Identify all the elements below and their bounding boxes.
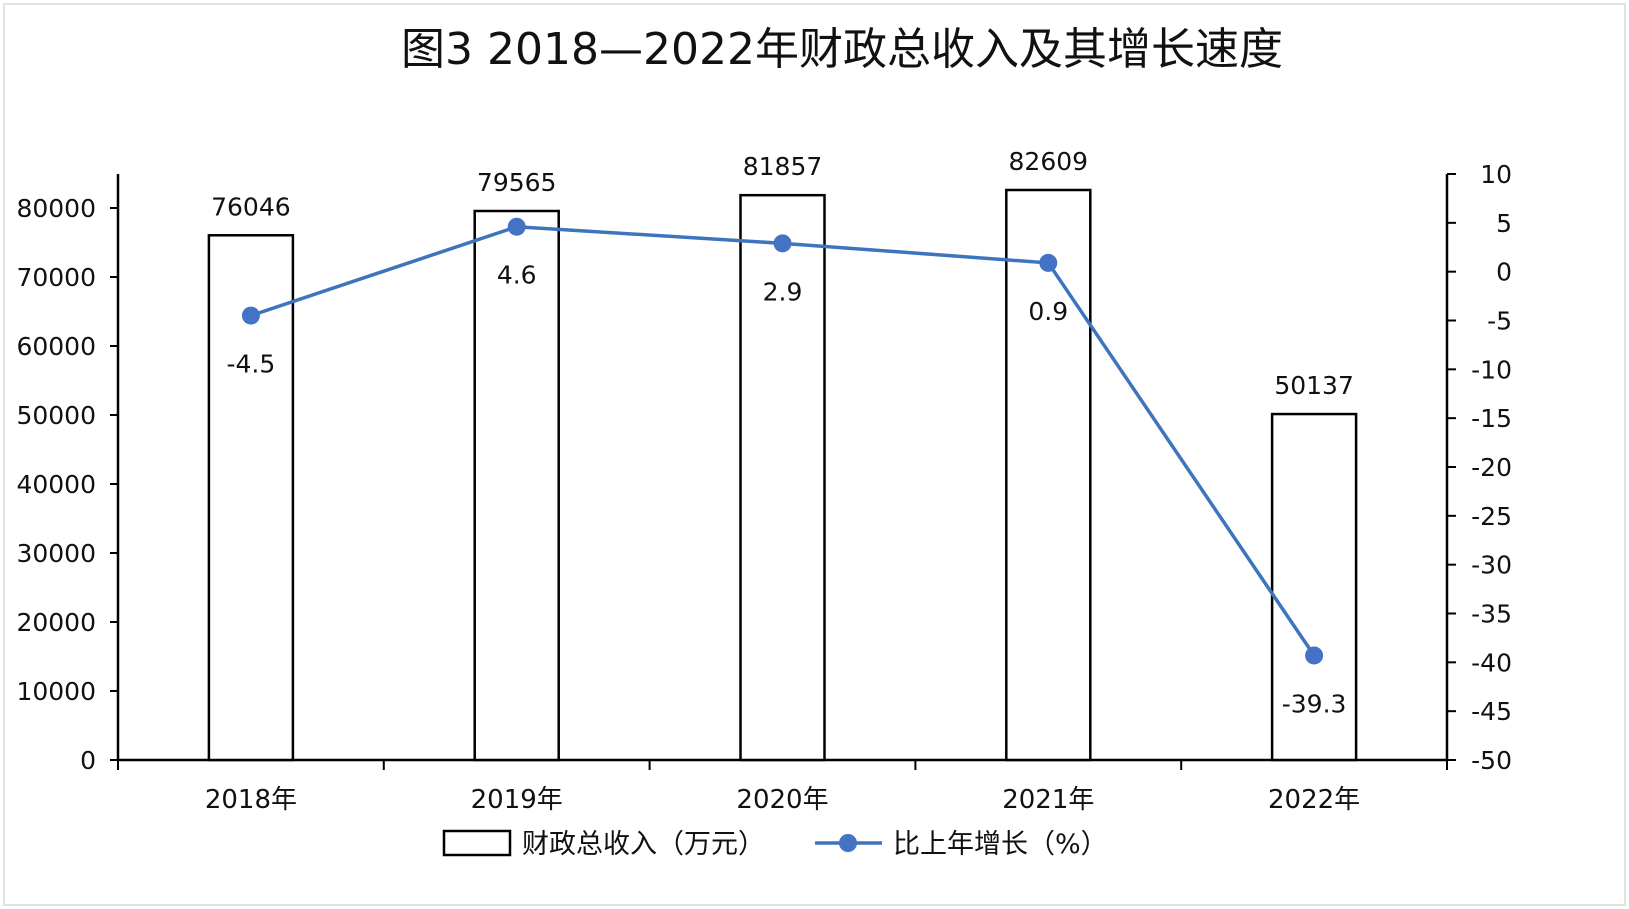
- right-tick-label: -45: [1471, 697, 1512, 726]
- legend-swatch-growth-point: [839, 834, 857, 852]
- legend: 财政总收入（万元） 比上年增长（%）: [442, 829, 1108, 860]
- right-tick-label: -35: [1471, 600, 1512, 629]
- left-tick-label: 60000: [16, 332, 96, 361]
- right-tick-label: -50: [1471, 746, 1512, 775]
- bar-revenue: [1270, 412, 1358, 762]
- chart-title: 图3 2018—2022年财政总收入及其增长速度: [401, 24, 1283, 75]
- bar-revenue: [473, 209, 560, 762]
- right-tick-label: -10: [1471, 355, 1512, 384]
- right-tick-label: -40: [1471, 648, 1512, 677]
- bar-value-label: 81857: [743, 152, 823, 181]
- growth-point: [1039, 253, 1058, 272]
- right-tick-label: -20: [1471, 453, 1512, 482]
- growth-point: [507, 217, 526, 236]
- left-tick-label: 0: [80, 746, 96, 775]
- growth-value-label: -4.5: [227, 350, 276, 379]
- left-tick-label: 30000: [16, 539, 96, 568]
- x-category-label: 2022年: [1268, 785, 1360, 815]
- x-category-label: 2018年: [205, 785, 297, 815]
- growth-value-label: 4.6: [497, 261, 537, 290]
- right-tick-label: -5: [1487, 307, 1512, 336]
- growth-point: [241, 306, 260, 325]
- plot-area: 0 10000 20000 30000 40000 50000 60000 70000 8000…: [16, 147, 1512, 815]
- legend-label-growth: 比上年增长（%）: [893, 829, 1108, 860]
- bar-value-label: 76046: [211, 192, 291, 221]
- x-category-label: 2021年: [1002, 785, 1094, 815]
- left-tick-label: 80000: [16, 194, 96, 223]
- legend-label-revenue: 财政总收入（万元）: [522, 829, 765, 860]
- right-tick-label: 0: [1496, 258, 1512, 287]
- left-tick-label: 70000: [16, 263, 96, 292]
- growth-point: [1305, 646, 1324, 665]
- right-tick-label: -25: [1471, 502, 1512, 531]
- growth-value-label: 0.9: [1028, 297, 1068, 326]
- left-tick-label: 20000: [16, 608, 96, 637]
- bar-value-label: 50137: [1274, 371, 1354, 400]
- bar-value-label: 79565: [477, 168, 557, 197]
- x-category-label: 2019年: [471, 785, 563, 815]
- left-tick-label: 50000: [16, 401, 96, 430]
- right-tick-label: 10: [1480, 160, 1512, 189]
- right-tick-label: -15: [1471, 404, 1512, 433]
- bar-revenue: [1005, 188, 1092, 762]
- bar-revenue: [739, 193, 826, 762]
- legend-swatch-revenue: [442, 829, 512, 857]
- left-tick-label: 40000: [16, 470, 96, 499]
- x-category-label: 2020年: [736, 785, 828, 815]
- left-tick-label: 10000: [16, 677, 96, 706]
- growth-value-label: 2.9: [763, 277, 803, 306]
- right-tick-label: -30: [1471, 551, 1512, 580]
- right-tick-label: 5: [1496, 209, 1512, 238]
- growth-point: [773, 234, 792, 253]
- growth-value-label: -39.3: [1282, 689, 1347, 718]
- bar-value-label: 82609: [1009, 147, 1089, 176]
